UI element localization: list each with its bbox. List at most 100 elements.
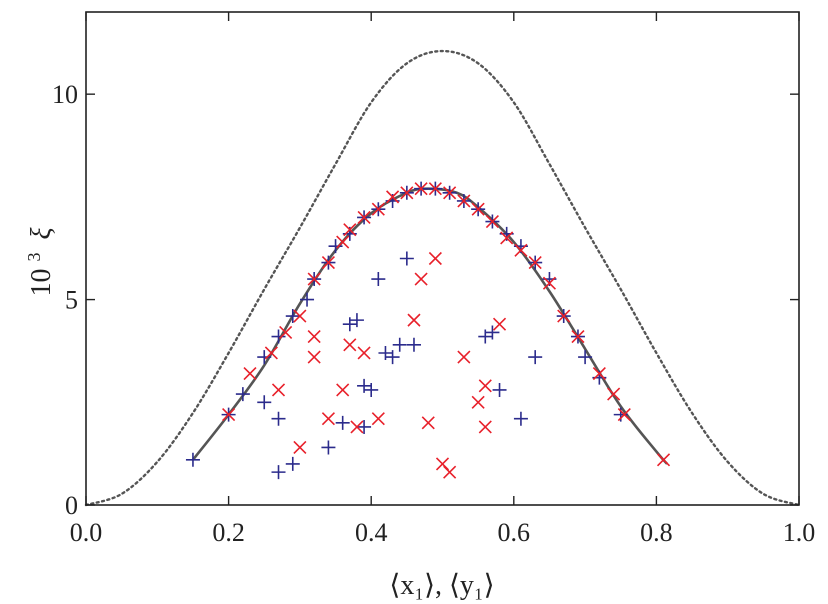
cross-marker bbox=[428, 251, 442, 266]
cross-marker bbox=[471, 202, 485, 216]
plus-marker bbox=[349, 313, 364, 328]
cross-marker bbox=[400, 186, 414, 200]
plus-marker bbox=[235, 387, 250, 402]
plus-marker bbox=[513, 411, 528, 426]
plot-area bbox=[84, 49, 801, 507]
plus-marker bbox=[613, 407, 628, 422]
cross-marker bbox=[279, 325, 293, 340]
y-axis-label-exponent: 3 bbox=[24, 253, 44, 262]
plus-marker bbox=[528, 350, 543, 365]
cross-marker bbox=[371, 202, 385, 216]
plus-marker bbox=[257, 350, 272, 365]
cross-marker bbox=[592, 366, 606, 381]
plus-marker bbox=[378, 345, 393, 360]
cross-marker bbox=[407, 313, 421, 327]
plus-marker bbox=[364, 382, 379, 397]
cross-marker bbox=[656, 453, 671, 467]
plus-marker bbox=[271, 465, 286, 480]
plot-frame bbox=[85, 11, 800, 506]
dotted-curve bbox=[84, 49, 801, 507]
cross-marker bbox=[478, 420, 492, 434]
y-axis-label-base: 10 bbox=[26, 269, 57, 297]
cross-marker bbox=[350, 420, 364, 434]
plus-marker bbox=[321, 440, 336, 455]
x-tick-label: 0.0 bbox=[70, 518, 103, 547]
cross-marker bbox=[500, 231, 514, 245]
plus-marker bbox=[328, 239, 343, 254]
plus-marker bbox=[478, 329, 493, 344]
cross-marker bbox=[243, 366, 257, 381]
cross-marker bbox=[357, 346, 371, 360]
plus-marker bbox=[335, 415, 350, 430]
cross-marker bbox=[428, 182, 442, 196]
cross-marker bbox=[343, 338, 357, 352]
cross-marker bbox=[307, 272, 321, 286]
y-axis-label-symbol: ξ bbox=[26, 228, 57, 240]
plus-marker bbox=[485, 325, 500, 340]
plus-marker bbox=[285, 456, 300, 471]
cross-marker bbox=[307, 350, 321, 364]
plus-marker bbox=[185, 452, 200, 467]
y-tick-label: 5 bbox=[65, 286, 78, 315]
plus-marker bbox=[578, 350, 593, 365]
cross-marker bbox=[336, 383, 350, 397]
x-tick-label: 0.6 bbox=[498, 518, 531, 547]
cross-marker bbox=[414, 272, 428, 286]
plus-marker bbox=[271, 411, 286, 426]
cross-marker bbox=[607, 387, 621, 401]
cross-marker bbox=[617, 408, 631, 422]
plus-marker bbox=[406, 337, 421, 352]
cross-marker bbox=[485, 214, 499, 229]
cross-marker bbox=[343, 223, 357, 237]
cross-marker bbox=[293, 440, 307, 455]
axes: 0.0 0.2 0.4 0.6 0.8 1.0 0 5 10 bbox=[52, 11, 816, 547]
plus-marker bbox=[385, 350, 400, 365]
y-tick-label: 0 bbox=[65, 491, 78, 520]
y-axis-label: 10 3 ξ bbox=[16, 228, 57, 297]
cross-marker bbox=[386, 190, 400, 204]
x-tick-label: 0.2 bbox=[212, 518, 245, 547]
cross-marker bbox=[514, 243, 528, 257]
cross-marker bbox=[478, 379, 492, 393]
cross-marker bbox=[357, 210, 371, 224]
plus-marker bbox=[492, 382, 507, 397]
x-tick-label: 0.8 bbox=[640, 518, 673, 547]
cross-marker bbox=[443, 186, 457, 200]
solid-curve bbox=[191, 187, 669, 465]
cross-marker bbox=[443, 465, 457, 479]
cross-marker bbox=[421, 416, 435, 430]
x-tick-label: 1.0 bbox=[783, 518, 816, 547]
plus-marker bbox=[357, 419, 372, 434]
cross-marker bbox=[492, 317, 507, 331]
plus-marker bbox=[300, 292, 315, 307]
cross-marker bbox=[271, 383, 286, 397]
x-tick-label: 0.4 bbox=[355, 518, 388, 547]
cross-marker bbox=[321, 256, 335, 270]
cross-marker bbox=[457, 194, 471, 208]
cross-marker bbox=[557, 309, 571, 323]
cross-marker bbox=[528, 256, 542, 270]
plus-marker bbox=[285, 309, 300, 324]
cross-marker bbox=[222, 408, 236, 422]
cross-marker bbox=[457, 350, 471, 364]
cross-marker bbox=[471, 395, 485, 409]
cross-marker bbox=[293, 309, 307, 323]
plus-marker bbox=[399, 251, 414, 266]
plus-marker bbox=[271, 329, 286, 344]
cross-marker bbox=[336, 235, 350, 249]
plus-marker bbox=[357, 378, 372, 393]
y-tick-label: 10 bbox=[52, 80, 78, 109]
plus-marker bbox=[342, 317, 357, 332]
plus-marker bbox=[392, 337, 407, 352]
cross-marker bbox=[264, 346, 278, 360]
cross-marker bbox=[542, 276, 557, 290]
plus-marker bbox=[371, 272, 386, 287]
plus-marker bbox=[257, 395, 272, 410]
cross-marker bbox=[414, 182, 428, 196]
cross-marker bbox=[571, 329, 585, 344]
x-axis-label: ⟨x₁⟩, ⟨y₁⟩ bbox=[389, 570, 494, 601]
cross-marker bbox=[307, 329, 321, 344]
cross-marker bbox=[371, 412, 385, 426]
cross-marker bbox=[321, 412, 335, 426]
